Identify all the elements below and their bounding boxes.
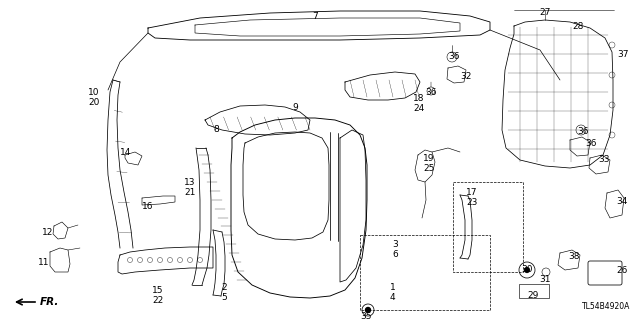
Text: 10: 10 xyxy=(88,88,99,97)
Text: 36: 36 xyxy=(577,127,589,136)
Text: 36: 36 xyxy=(585,139,596,148)
Text: 29: 29 xyxy=(527,291,538,300)
Text: 20: 20 xyxy=(88,98,99,107)
Text: 8: 8 xyxy=(213,125,219,134)
Text: 2: 2 xyxy=(221,283,227,292)
Bar xyxy=(360,235,490,310)
Text: 15: 15 xyxy=(152,286,163,295)
Text: 21: 21 xyxy=(184,188,195,197)
Text: 5: 5 xyxy=(221,293,227,302)
Text: 35: 35 xyxy=(360,312,371,319)
Text: 27: 27 xyxy=(540,8,550,17)
Text: 13: 13 xyxy=(184,178,195,187)
Text: 34: 34 xyxy=(616,197,627,206)
Text: 38: 38 xyxy=(568,252,579,261)
Text: 4: 4 xyxy=(390,293,396,302)
Text: 37: 37 xyxy=(617,50,628,59)
Text: 6: 6 xyxy=(392,250,397,259)
Text: 12: 12 xyxy=(42,228,53,237)
Text: 30: 30 xyxy=(521,265,532,274)
Bar xyxy=(453,182,523,272)
Text: 23: 23 xyxy=(466,198,477,207)
Text: FR.: FR. xyxy=(40,297,60,307)
Text: 17: 17 xyxy=(466,188,477,197)
Text: TL54B4920A: TL54B4920A xyxy=(582,302,630,311)
Text: 26: 26 xyxy=(616,266,627,275)
Text: 25: 25 xyxy=(423,164,435,173)
Text: 11: 11 xyxy=(38,258,49,267)
Text: 36: 36 xyxy=(448,52,460,61)
Text: 32: 32 xyxy=(460,72,472,81)
Text: 16: 16 xyxy=(142,202,154,211)
Text: 22: 22 xyxy=(152,296,163,305)
Text: 1: 1 xyxy=(390,283,396,292)
Text: 18: 18 xyxy=(413,94,424,103)
Text: 9: 9 xyxy=(292,103,298,112)
Text: 19: 19 xyxy=(423,154,435,163)
Text: 7: 7 xyxy=(312,12,318,21)
Text: 33: 33 xyxy=(598,155,609,164)
Text: 31: 31 xyxy=(539,275,550,284)
Text: 28: 28 xyxy=(572,22,584,31)
Text: 3: 3 xyxy=(392,240,397,249)
Circle shape xyxy=(365,308,371,313)
Text: 36: 36 xyxy=(425,88,436,97)
Circle shape xyxy=(524,267,530,273)
Text: 24: 24 xyxy=(413,104,424,113)
Text: 14: 14 xyxy=(120,148,131,157)
